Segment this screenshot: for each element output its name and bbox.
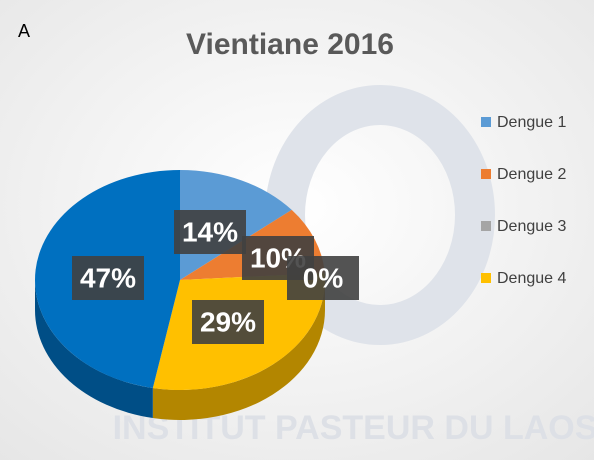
legend-swatch	[481, 273, 491, 283]
data-label-box	[287, 256, 359, 300]
slice-side	[152, 280, 325, 420]
data-labels: 14%10%0%29%47%	[72, 210, 359, 344]
legend-swatch	[481, 117, 491, 127]
data-label-box	[174, 210, 246, 254]
legend-swatch	[481, 221, 491, 231]
slice-side	[34, 280, 153, 419]
data-label: 0%	[303, 262, 344, 293]
data-label-box	[192, 300, 264, 344]
chart-title: Vientiane 2016	[186, 28, 394, 61]
legend-label: Dengue 3	[497, 218, 566, 235]
data-label: 29%	[200, 306, 256, 337]
legend-label: Dengue 4	[497, 270, 566, 287]
data-label: 14%	[182, 216, 238, 247]
legend-label: Dengue 1	[497, 114, 566, 131]
legend-swatch	[481, 169, 491, 179]
legend-label: Dengue 2	[497, 166, 566, 183]
panel-label: A	[18, 21, 30, 41]
legend: Dengue 1 Dengue 2 Dengue 3 Dengue 4	[481, 114, 566, 287]
data-label: 47%	[80, 262, 136, 293]
data-label-box	[72, 256, 144, 300]
